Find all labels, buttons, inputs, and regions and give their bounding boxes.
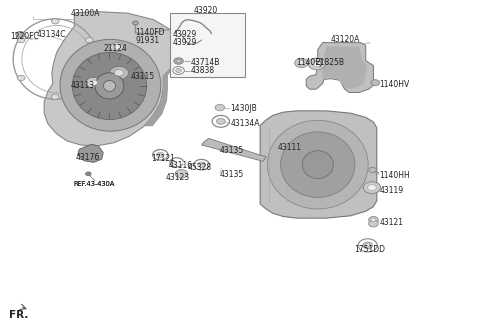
Text: 43920: 43920 — [193, 6, 217, 15]
Text: 43115: 43115 — [131, 72, 155, 81]
Circle shape — [371, 218, 376, 221]
Bar — [170, 13, 245, 77]
Circle shape — [132, 21, 138, 25]
Text: 43134A: 43134A — [230, 119, 260, 129]
Ellipse shape — [280, 132, 355, 197]
Text: 43838: 43838 — [191, 66, 215, 75]
Circle shape — [109, 66, 129, 79]
Circle shape — [16, 31, 24, 37]
Circle shape — [17, 37, 25, 43]
Circle shape — [85, 172, 91, 176]
Text: 43120A: 43120A — [331, 35, 360, 44]
Circle shape — [86, 77, 101, 88]
Ellipse shape — [60, 39, 161, 131]
Text: 1140HH: 1140HH — [379, 171, 410, 180]
Polygon shape — [323, 47, 367, 89]
Ellipse shape — [267, 120, 368, 209]
Circle shape — [176, 69, 181, 72]
Text: 1751DD: 1751DD — [354, 245, 385, 255]
Polygon shape — [78, 144, 103, 162]
Text: 21124: 21124 — [103, 44, 127, 53]
Ellipse shape — [72, 52, 147, 120]
Text: 1140HV: 1140HV — [379, 80, 409, 89]
Text: 43714B: 43714B — [191, 58, 220, 67]
Circle shape — [51, 94, 59, 99]
Circle shape — [85, 75, 93, 80]
Circle shape — [17, 75, 25, 80]
Text: 43111: 43111 — [277, 143, 301, 152]
Text: REF.43-430A: REF.43-430A — [73, 181, 114, 187]
Circle shape — [114, 45, 120, 49]
Circle shape — [85, 37, 93, 43]
Polygon shape — [202, 138, 266, 161]
Circle shape — [371, 80, 380, 86]
Text: 1220FC: 1220FC — [11, 31, 39, 41]
Text: 43113: 43113 — [71, 81, 95, 90]
Text: FR.: FR. — [9, 310, 28, 320]
Text: 43121: 43121 — [379, 218, 403, 227]
Polygon shape — [306, 43, 373, 92]
Circle shape — [114, 70, 124, 76]
Text: 45328: 45328 — [187, 163, 211, 172]
Text: 43929: 43929 — [173, 30, 197, 39]
Circle shape — [369, 216, 378, 223]
Text: 43100A: 43100A — [71, 9, 100, 18]
Circle shape — [198, 162, 205, 167]
Text: REF.43-430A: REF.43-430A — [73, 181, 114, 187]
Circle shape — [295, 58, 308, 68]
Text: 43134C: 43134C — [37, 30, 67, 39]
Ellipse shape — [302, 151, 333, 178]
Circle shape — [312, 61, 321, 67]
Circle shape — [176, 59, 181, 63]
Circle shape — [156, 152, 164, 157]
Circle shape — [368, 185, 376, 191]
Text: 43176: 43176 — [76, 153, 100, 162]
Polygon shape — [260, 111, 377, 218]
Circle shape — [175, 170, 188, 178]
Circle shape — [215, 104, 225, 111]
Circle shape — [369, 167, 376, 173]
Circle shape — [363, 182, 381, 194]
Text: 43123: 43123 — [166, 173, 190, 182]
Polygon shape — [44, 11, 178, 146]
Circle shape — [90, 80, 97, 85]
Text: 21825B: 21825B — [316, 58, 345, 68]
Text: 43116: 43116 — [169, 161, 193, 171]
Ellipse shape — [95, 73, 124, 99]
Circle shape — [51, 19, 59, 24]
Polygon shape — [144, 41, 180, 126]
Text: 43929: 43929 — [173, 38, 197, 47]
Text: 43135: 43135 — [220, 146, 244, 155]
Circle shape — [365, 244, 370, 247]
Circle shape — [369, 220, 378, 227]
Text: 91931: 91931 — [135, 36, 159, 45]
Text: 1140EJ: 1140EJ — [297, 58, 323, 68]
Text: 1140FD: 1140FD — [135, 28, 165, 37]
Circle shape — [363, 242, 372, 249]
Text: 43135: 43135 — [220, 170, 244, 179]
Text: 17121: 17121 — [151, 154, 175, 163]
Text: 43119: 43119 — [379, 186, 403, 195]
Circle shape — [216, 118, 225, 124]
Ellipse shape — [104, 80, 115, 91]
Circle shape — [298, 61, 305, 65]
Circle shape — [174, 58, 183, 64]
Text: 1430JB: 1430JB — [230, 104, 257, 113]
Circle shape — [308, 58, 325, 70]
Circle shape — [110, 42, 124, 51]
